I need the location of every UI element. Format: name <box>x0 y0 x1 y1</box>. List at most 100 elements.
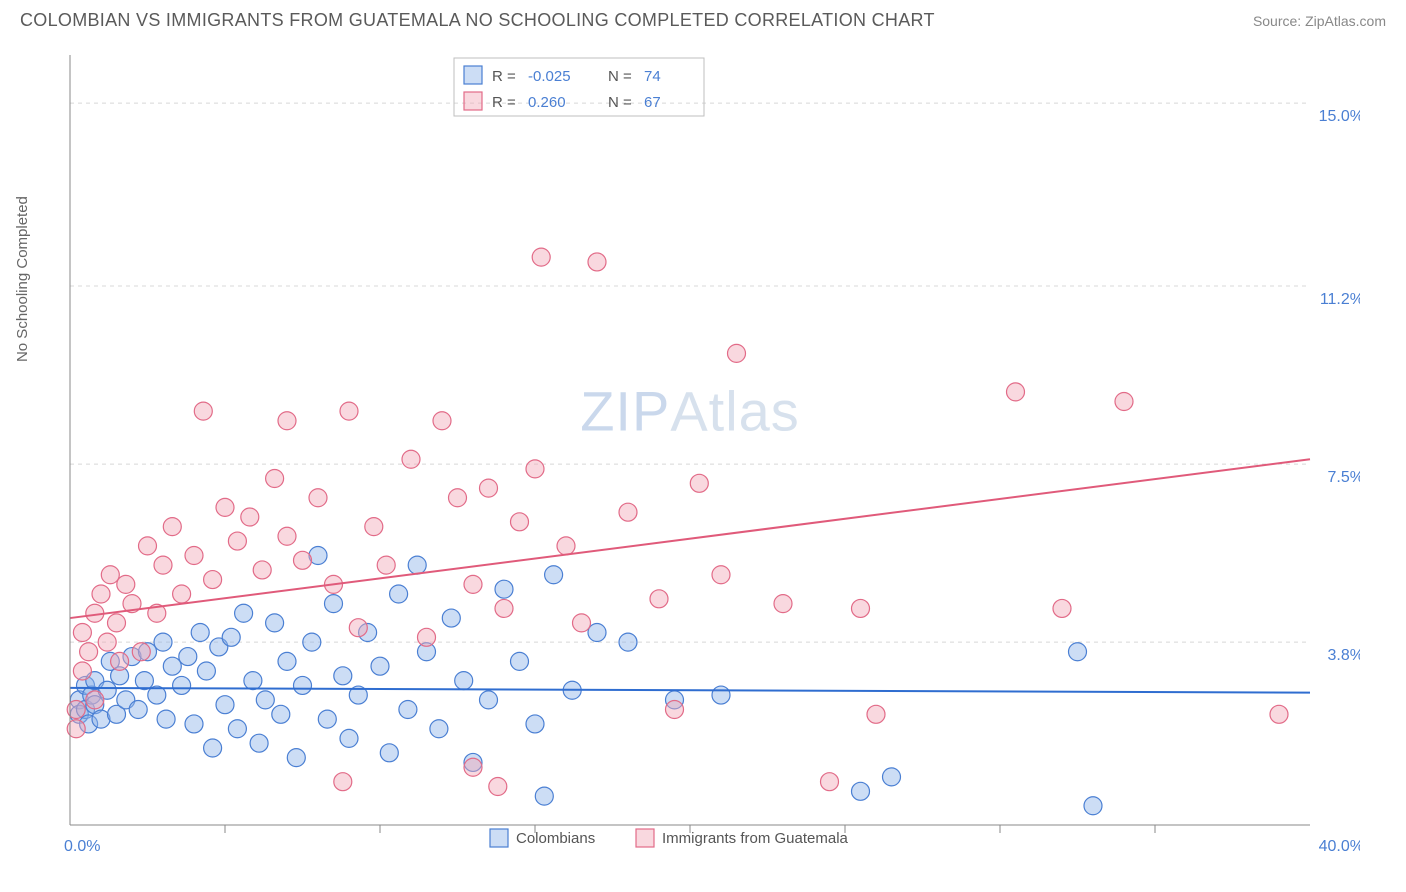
data-point <box>117 575 135 593</box>
data-point <box>173 676 191 694</box>
data-point <box>377 556 395 574</box>
legend-series-label: Immigrants from Guatemala <box>662 830 849 847</box>
data-point <box>135 672 153 690</box>
y-tick-label: 7.5% <box>1328 469 1360 486</box>
data-point <box>278 527 296 545</box>
data-point <box>349 619 367 637</box>
data-point <box>712 686 730 704</box>
data-point <box>511 513 529 531</box>
trend-line <box>70 688 1310 693</box>
data-point <box>185 547 203 565</box>
y-tick-label: 11.2% <box>1320 291 1360 308</box>
data-point <box>266 614 284 632</box>
data-point <box>98 633 116 651</box>
data-point <box>309 489 327 507</box>
data-point <box>253 561 271 579</box>
data-point <box>334 773 352 791</box>
data-point <box>442 609 460 627</box>
data-point <box>399 701 417 719</box>
data-point <box>154 556 172 574</box>
data-point <box>197 662 215 680</box>
data-point <box>464 575 482 593</box>
y-tick-label: 15.0% <box>1319 108 1360 125</box>
data-point <box>852 782 870 800</box>
data-point <box>1069 643 1087 661</box>
data-point <box>1270 705 1288 723</box>
data-point <box>191 624 209 642</box>
data-point <box>256 691 274 709</box>
data-point <box>418 628 436 646</box>
data-point <box>455 672 473 690</box>
data-point <box>194 402 212 420</box>
data-point <box>318 710 336 728</box>
data-point <box>86 691 104 709</box>
legend-r-value: -0.025 <box>528 68 571 85</box>
data-point <box>666 701 684 719</box>
data-point <box>1053 599 1071 617</box>
data-point <box>294 551 312 569</box>
data-point <box>340 402 358 420</box>
data-point <box>235 604 253 622</box>
data-point <box>433 412 451 430</box>
data-point <box>650 590 668 608</box>
y-tick-label: 3.8% <box>1328 647 1360 664</box>
legend-n-value: 67 <box>644 94 661 111</box>
data-point <box>266 470 284 488</box>
data-point <box>294 676 312 694</box>
data-point <box>883 768 901 786</box>
data-point <box>163 518 181 536</box>
data-point <box>287 749 305 767</box>
data-point <box>216 696 234 714</box>
data-point <box>244 672 262 690</box>
data-point <box>73 662 91 680</box>
data-point <box>573 614 591 632</box>
data-point <box>390 585 408 603</box>
legend-swatch <box>636 829 654 847</box>
data-point <box>163 657 181 675</box>
data-point <box>380 744 398 762</box>
data-point <box>557 537 575 555</box>
legend-swatch <box>490 829 508 847</box>
data-point <box>241 508 259 526</box>
data-point <box>108 614 126 632</box>
data-point <box>1115 393 1133 411</box>
data-point <box>511 652 529 670</box>
legend-n-label: N = <box>608 94 632 111</box>
data-point <box>712 566 730 584</box>
data-point <box>204 571 222 589</box>
data-point <box>526 460 544 478</box>
data-point <box>867 705 885 723</box>
data-point <box>480 479 498 497</box>
data-point <box>1007 383 1025 401</box>
data-point <box>101 566 119 584</box>
legend-r-label: R = <box>492 68 516 85</box>
data-point <box>408 556 426 574</box>
data-point <box>464 758 482 776</box>
data-point <box>325 595 343 613</box>
legend-r-label: R = <box>492 94 516 111</box>
data-point <box>495 599 513 617</box>
legend-n-value: 74 <box>644 68 661 85</box>
data-point <box>222 628 240 646</box>
data-point <box>139 537 157 555</box>
data-point <box>545 566 563 584</box>
data-point <box>154 633 172 651</box>
data-point <box>204 739 222 757</box>
data-point <box>179 648 197 666</box>
data-point <box>535 787 553 805</box>
chart-title: COLOMBIAN VS IMMIGRANTS FROM GUATEMALA N… <box>20 10 935 31</box>
data-point <box>480 691 498 709</box>
x-max-label: 40.0% <box>1319 838 1360 855</box>
data-point <box>80 643 98 661</box>
data-point <box>619 503 637 521</box>
data-point <box>365 518 383 536</box>
data-point <box>690 474 708 492</box>
data-point <box>430 720 448 738</box>
source-label: Source: ZipAtlas.com <box>1253 13 1386 29</box>
data-point <box>588 253 606 271</box>
data-point <box>334 667 352 685</box>
data-point <box>303 633 321 651</box>
data-point <box>852 599 870 617</box>
data-point <box>526 715 544 733</box>
data-point <box>73 624 91 642</box>
